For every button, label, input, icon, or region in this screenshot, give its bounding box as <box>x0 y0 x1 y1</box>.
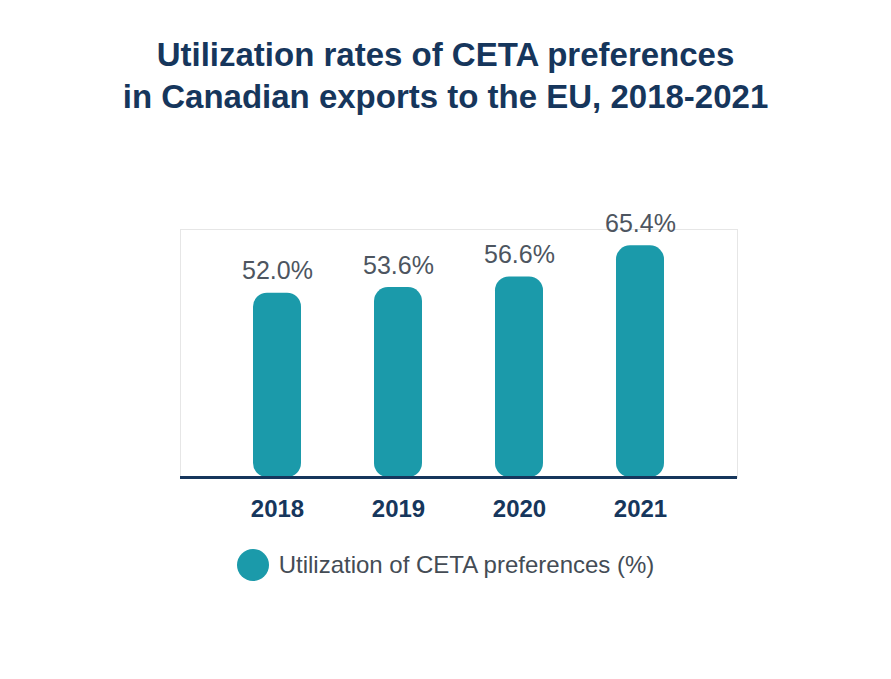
svg-text:2018: 2018 <box>251 495 304 522</box>
svg-text:2019: 2019 <box>372 495 425 522</box>
svg-text:56.6%: 56.6% <box>484 240 555 268</box>
svg-text:65.4%: 65.4% <box>605 209 676 237</box>
html-text:Utilization of CETA preference: Utilization of CETA preferences (%) <box>278 551 655 578</box>
svg-text:2020: 2020 <box>493 495 546 522</box>
html-text:Utilization rates of CETA pref: Utilization rates of CETA preferences <box>156 36 735 73</box>
svg-text:2021: 2021 <box>614 495 667 522</box>
svg-text:52.0%: 52.0% <box>242 256 313 284</box>
html-text:in Canadian exports to the EU,: in Canadian exports to the EU, 2018-2021 <box>122 78 769 115</box>
svg-text:53.6%: 53.6% <box>363 251 434 279</box>
